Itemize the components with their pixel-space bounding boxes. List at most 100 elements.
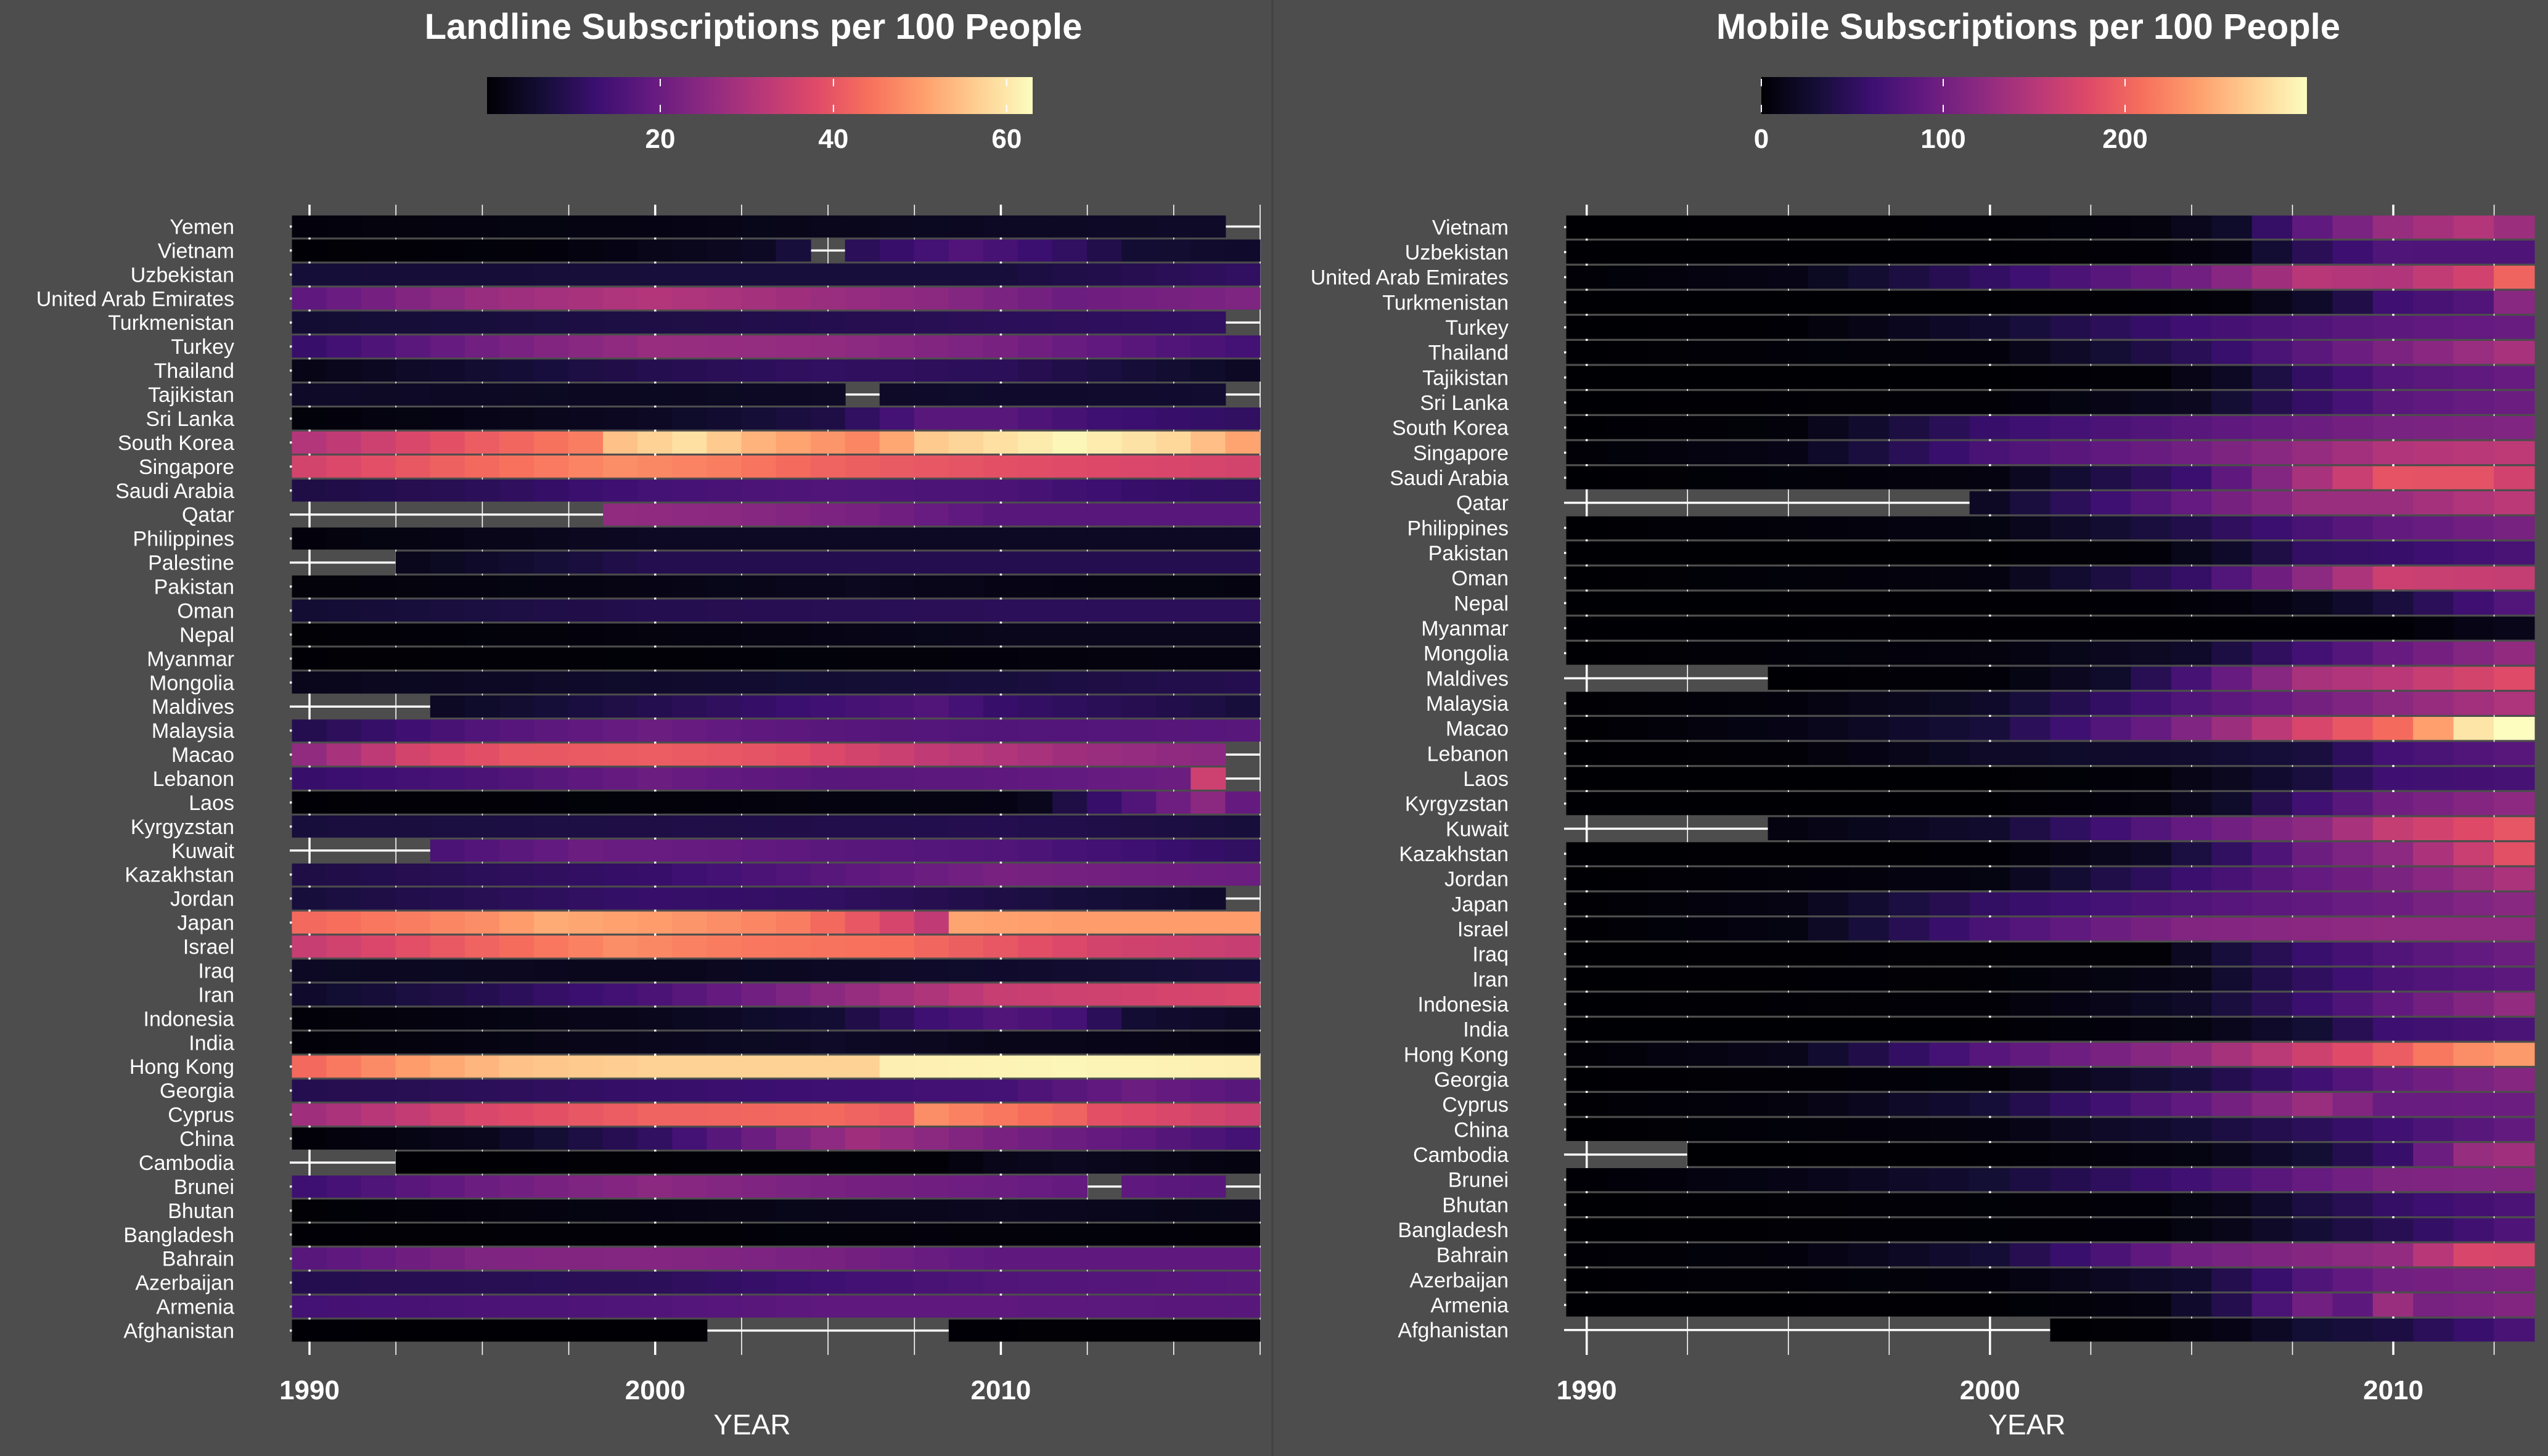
landline-cell (1018, 1079, 1054, 1102)
landline-cell (1018, 1176, 1054, 1198)
mobile-cell (2171, 1218, 2213, 1241)
mobile-cell (2090, 441, 2132, 465)
landline-cell (672, 959, 708, 982)
mobile-cell (2413, 767, 2454, 790)
landline-cell (430, 1199, 465, 1222)
mobile-cell (1929, 290, 1970, 314)
landline-cell (914, 1176, 949, 1198)
mobile-cell (1727, 892, 1769, 916)
mobile-cell (2010, 516, 2051, 540)
mobile-cell (2090, 366, 2132, 390)
landline-cell (568, 791, 604, 814)
mobile-cell (2372, 967, 2414, 991)
landline-cell (534, 1127, 570, 1150)
landline-cell (1190, 359, 1226, 382)
mobile-cell (1929, 391, 1970, 414)
mobile-cell (2211, 1168, 2253, 1192)
landline-cell (534, 695, 570, 718)
landline-cell (672, 647, 708, 670)
mobile-cell (1848, 441, 1890, 465)
landline-cell (914, 1199, 949, 1222)
mobile-cell (2413, 942, 2454, 966)
landline-cell (1156, 479, 1192, 502)
landline-cell (464, 1127, 500, 1150)
mobile-cell (1848, 240, 1890, 264)
landline-cell (534, 527, 570, 550)
mobile-cell (2372, 666, 2414, 690)
landline-cell (914, 311, 949, 334)
mobile-cell (2332, 616, 2374, 640)
mobile-cell (2010, 566, 2051, 590)
landline-cell (1225, 455, 1261, 478)
mobile-country-label: Mongolia (1424, 642, 1509, 666)
landline-cell (879, 959, 915, 982)
mobile-cell (1566, 967, 1607, 991)
landline-cell (292, 1007, 327, 1030)
mobile-cell (2332, 767, 2374, 790)
landline-cell (1190, 647, 1226, 670)
mobile-cell (2453, 541, 2495, 565)
mobile-cell (2332, 1318, 2374, 1342)
landline-cell (1190, 215, 1226, 238)
landline-cell (464, 959, 500, 982)
landline-cell (810, 1199, 846, 1222)
mobile-country-label: Cambodia (1413, 1143, 1509, 1167)
landline-cell (292, 335, 327, 358)
landline-cell (983, 287, 1018, 310)
landline-cell (1018, 479, 1054, 502)
mobile-cell (2292, 1042, 2333, 1066)
landline-cell (430, 551, 465, 574)
mobile-cell (2050, 942, 2091, 966)
mobile-cell (1808, 1068, 1850, 1091)
mobile-cell (1848, 391, 1890, 414)
mobile-cell (1969, 316, 2011, 339)
landline-cell (430, 287, 465, 310)
landline-country-label: Turkmenistan (108, 311, 234, 335)
landline-cell (1052, 335, 1088, 358)
landline-cell (1225, 1295, 1261, 1318)
landline-cell (1156, 455, 1192, 478)
mobile-cell (1929, 842, 1970, 865)
landline-cell (361, 1103, 396, 1126)
mobile-cell (1566, 591, 1607, 615)
landline-cell (845, 1151, 880, 1174)
mobile-cell (2211, 566, 2253, 590)
mobile-cell (1566, 742, 1607, 766)
mobile-cell (1647, 992, 1688, 1016)
mobile-cell (1969, 1118, 2011, 1142)
mobile-cell (1808, 516, 1850, 540)
mobile-cell (1969, 942, 2011, 966)
mobile-cell (1768, 666, 1809, 690)
landline-country-label: Turkey (171, 335, 234, 359)
mobile-cell (2211, 666, 2253, 690)
landline-cell (361, 1176, 396, 1198)
mobile-cell (1768, 1017, 1809, 1041)
mobile-cell (1848, 466, 1890, 489)
mobile-cell (1969, 466, 2011, 489)
landline-cell (914, 1103, 949, 1126)
mobile-cell (2211, 316, 2253, 339)
mobile-cell (2050, 366, 2091, 390)
mobile-cell (2050, 666, 2091, 690)
landline-cell (361, 239, 396, 262)
mobile-cell (2292, 867, 2333, 891)
mobile-cell (2251, 1318, 2293, 1342)
landline-cell (845, 1176, 880, 1198)
mobile-cell (2131, 591, 2172, 615)
mobile-cell (1808, 716, 1850, 740)
mobile-cell (2413, 1068, 2454, 1091)
landline-cell (534, 815, 570, 838)
landline-cell (1087, 815, 1123, 838)
mobile-cell (2171, 290, 2213, 314)
mobile-cell (1929, 767, 1970, 790)
mobile-cell (2292, 240, 2333, 264)
mobile-cell (2131, 1042, 2172, 1066)
mobile-cell (1808, 666, 1850, 690)
landline-cell (914, 407, 949, 430)
mobile-cell (2010, 742, 2051, 766)
landline-cell (1156, 383, 1192, 406)
mobile-cell (1606, 441, 1648, 465)
mobile-cell (1808, 1092, 1850, 1116)
landline-cell (464, 479, 500, 502)
landline-cell (1225, 791, 1261, 814)
